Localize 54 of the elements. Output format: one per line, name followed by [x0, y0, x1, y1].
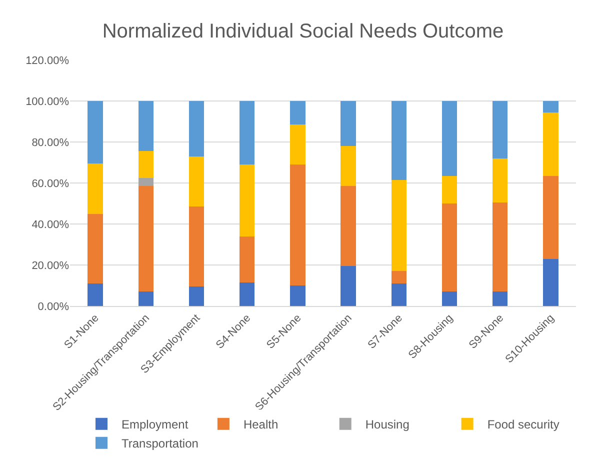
y-tick-label: 20.00%	[32, 260, 70, 272]
bar	[442, 176, 458, 204]
bar	[391, 180, 406, 272]
bar	[240, 282, 255, 306]
bar	[138, 186, 154, 292]
legend-label: Employment	[122, 418, 189, 432]
legend-label: Housing	[365, 418, 410, 432]
bar	[391, 283, 406, 306]
bar	[290, 101, 306, 125]
y-tick-label: 120.00%	[26, 54, 70, 67]
legend-label: Food security	[487, 418, 560, 432]
bar	[88, 164, 103, 214]
bar	[340, 101, 356, 146]
bar	[492, 158, 508, 202]
bar	[290, 124, 306, 165]
legend-label: Health	[243, 418, 278, 432]
bar	[240, 236, 255, 282]
bar	[442, 292, 458, 306]
bar	[340, 186, 356, 266]
bar	[391, 101, 406, 180]
bar	[543, 176, 558, 259]
bar	[138, 101, 154, 152]
bar	[138, 151, 154, 178]
bar	[543, 258, 558, 306]
bar	[340, 266, 356, 306]
bar	[492, 101, 508, 158]
bar	[188, 101, 204, 156]
chart-title: Normalized Individual Social Needs Outcome	[102, 20, 504, 42]
y-tick-label: 60.00%	[32, 178, 70, 190]
bar	[492, 202, 508, 292]
bar	[391, 271, 406, 284]
bar	[240, 164, 255, 236]
legend-label: Transportation	[122, 436, 198, 450]
y-tick-label: 100.00%	[26, 96, 70, 108]
bar	[138, 178, 154, 186]
bar	[88, 101, 103, 164]
bar	[543, 112, 558, 176]
bar	[543, 101, 558, 112]
bar	[188, 286, 204, 306]
bar	[240, 101, 255, 165]
bar	[188, 206, 204, 287]
bar	[340, 146, 356, 186]
bar	[138, 292, 154, 306]
bar	[88, 283, 103, 306]
y-tick-label: 80.00%	[32, 136, 70, 149]
y-tick-label: 0.00%	[38, 300, 70, 313]
bar	[290, 164, 306, 286]
bar	[442, 204, 458, 292]
bar	[492, 292, 508, 306]
bar	[290, 286, 306, 306]
y-tick-label: 40.00%	[32, 218, 70, 231]
bar	[88, 214, 103, 284]
bar	[188, 156, 204, 207]
bar	[442, 101, 458, 176]
